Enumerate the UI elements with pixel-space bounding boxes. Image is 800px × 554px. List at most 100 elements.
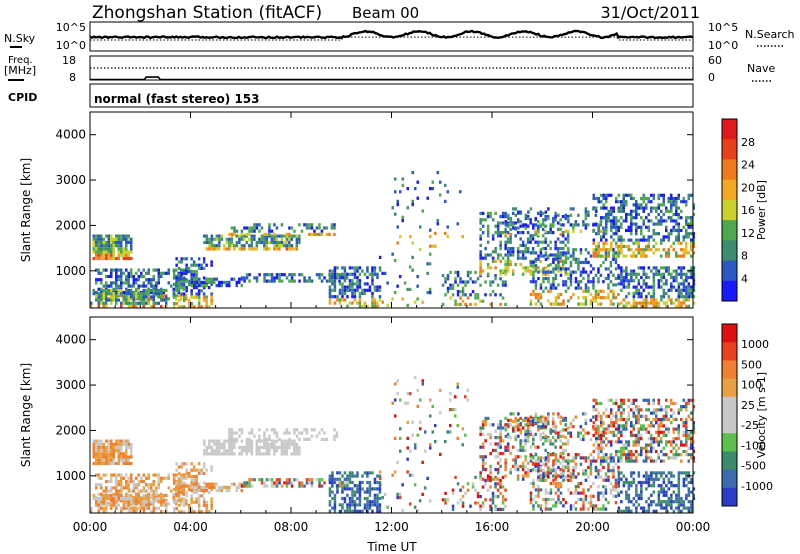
heatmap-cell bbox=[328, 291, 332, 296]
heatmap-cell bbox=[172, 305, 176, 309]
heatmap-cell bbox=[105, 301, 108, 305]
heatmap-cell bbox=[165, 506, 168, 510]
heatmap-cell bbox=[130, 502, 133, 506]
heatmap-cell bbox=[195, 277, 198, 281]
heatmap-cell bbox=[680, 282, 683, 286]
heatmap-cell bbox=[660, 459, 663, 463]
heatmap-cell bbox=[117, 458, 120, 462]
heatmap-cell bbox=[567, 267, 570, 271]
heatmap-cell bbox=[554, 273, 558, 277]
heatmap-cell bbox=[278, 247, 281, 251]
heatmap-cell bbox=[650, 484, 653, 488]
heatmap-cell bbox=[627, 449, 630, 454]
heatmap-cell bbox=[155, 294, 158, 298]
heatmap-cell bbox=[559, 452, 562, 456]
heatmap-cell bbox=[280, 442, 284, 446]
heatmap-cell bbox=[542, 270, 545, 274]
heatmap-cell bbox=[587, 501, 590, 505]
heatmap-cell bbox=[446, 430, 449, 434]
heatmap-cell bbox=[491, 259, 495, 263]
heatmap-cell bbox=[685, 219, 688, 223]
heatmap-cell bbox=[529, 299, 533, 303]
heatmap-cell bbox=[371, 282, 374, 286]
heatmap-cell bbox=[225, 247, 229, 251]
heatmap-cell bbox=[615, 411, 618, 415]
heatmap-cell bbox=[615, 414, 618, 418]
heatmap-cell bbox=[662, 248, 665, 252]
heatmap-cell bbox=[690, 430, 693, 434]
heatmap-cell bbox=[318, 481, 321, 485]
heatmap-cell bbox=[509, 240, 512, 244]
heatmap-cell bbox=[630, 471, 633, 475]
heatmap-cell bbox=[97, 304, 100, 309]
heatmap-cell bbox=[625, 216, 628, 220]
heatmap-cell bbox=[657, 212, 660, 217]
heatmap-cell bbox=[504, 231, 507, 235]
heatmap-cell bbox=[285, 428, 289, 432]
heatmap-cell bbox=[609, 459, 613, 463]
heatmap-cell bbox=[481, 445, 485, 449]
heatmap-cell bbox=[115, 449, 118, 453]
heatmap-cell bbox=[341, 298, 344, 302]
heatmap-cell bbox=[285, 240, 289, 245]
heatmap-cell bbox=[341, 506, 344, 510]
heatmap-cell bbox=[592, 267, 595, 271]
heatmap-cell bbox=[519, 224, 522, 228]
heatmap-cell bbox=[285, 431, 289, 435]
heatmap-cell bbox=[637, 493, 641, 497]
heatmap-cell bbox=[605, 228, 608, 233]
heatmap-cell bbox=[205, 452, 209, 456]
heatmap-cell bbox=[228, 485, 231, 489]
heatmap-cell bbox=[125, 288, 128, 293]
heatmap-cell bbox=[200, 471, 203, 475]
heatmap-cell bbox=[645, 477, 648, 481]
heatmap-cell bbox=[283, 240, 286, 245]
heatmap-cell bbox=[117, 294, 120, 298]
heatmap-cell bbox=[524, 442, 527, 446]
heatmap-cell bbox=[521, 272, 525, 276]
heatmap-cell bbox=[479, 471, 482, 475]
heatmap-cell bbox=[519, 256, 522, 260]
heatmap-cell bbox=[635, 459, 638, 463]
heatmap-cell bbox=[499, 269, 502, 273]
heatmap-cell bbox=[466, 488, 470, 492]
heatmap-cell bbox=[479, 269, 482, 273]
heatmap-cell bbox=[640, 238, 643, 242]
heatmap-cell bbox=[597, 414, 600, 418]
heatmap-cell bbox=[604, 296, 608, 300]
heatmap-cell bbox=[308, 279, 311, 283]
heatmap-cell bbox=[526, 416, 530, 420]
heatmap-cell bbox=[117, 503, 120, 507]
heatmap-cell bbox=[112, 295, 115, 299]
heatmap-cell bbox=[125, 506, 128, 510]
heatmap-cell bbox=[315, 434, 319, 438]
heatmap-cell bbox=[100, 298, 103, 302]
heatmap-cell bbox=[265, 437, 269, 441]
heatmap-cell bbox=[690, 440, 693, 444]
heatmap-cell bbox=[600, 446, 603, 450]
heatmap-cell bbox=[218, 489, 221, 493]
heatmap-cell bbox=[172, 475, 176, 479]
heatmap-cell bbox=[506, 253, 510, 257]
heatmap-cell bbox=[112, 237, 115, 241]
heatmap-cell bbox=[175, 499, 178, 503]
heatmap-cell bbox=[115, 244, 118, 248]
heatmap-cell bbox=[100, 506, 103, 510]
heatmap-cell bbox=[612, 248, 615, 252]
heatmap-cell bbox=[278, 234, 281, 238]
heatmap-cell bbox=[675, 212, 678, 217]
heatmap-cell bbox=[140, 506, 143, 510]
heatmap-cell bbox=[640, 225, 643, 229]
heatmap-cell bbox=[677, 430, 680, 434]
heatmap-cell bbox=[594, 504, 598, 508]
heatmap-cell bbox=[551, 436, 555, 440]
heatmap-cell bbox=[650, 219, 653, 223]
heatmap-cell bbox=[150, 495, 153, 500]
heatmap-cell bbox=[210, 445, 214, 450]
heatmap-cell bbox=[175, 289, 178, 293]
heatmap-cell bbox=[102, 244, 105, 248]
heatmap-cell bbox=[635, 241, 638, 245]
heatmap-cell bbox=[637, 241, 640, 245]
heatmap-cell bbox=[637, 212, 640, 217]
heatmap-cell bbox=[112, 240, 115, 245]
